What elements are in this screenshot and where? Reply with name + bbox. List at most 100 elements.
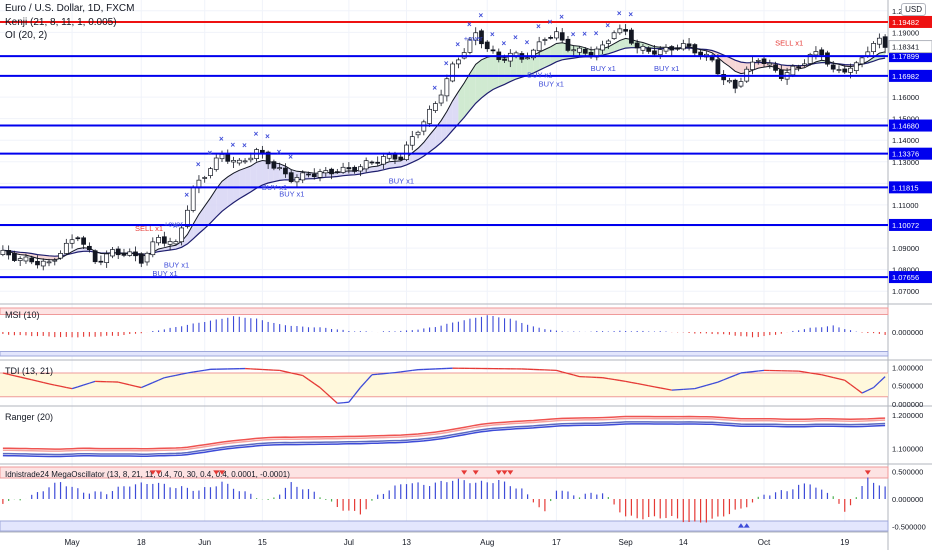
candle[interactable]: [208, 166, 213, 179]
candle[interactable]: [542, 37, 548, 46]
candle[interactable]: [456, 57, 461, 69]
fast-ma-line[interactable]: [2, 37, 886, 261]
mega-oscillator-title[interactable]: Idnistrade24 MegaOscillator (13, 8, 21, …: [5, 470, 290, 479]
candle[interactable]: [813, 46, 819, 60]
candle[interactable]: [479, 28, 484, 49]
candle[interactable]: [311, 168, 317, 180]
candle[interactable]: [110, 247, 115, 259]
candle[interactable]: [432, 101, 438, 113]
candle[interactable]: [156, 234, 161, 246]
candle[interactable]: [92, 249, 98, 265]
candle[interactable]: [363, 157, 369, 173]
candle[interactable]: [836, 65, 842, 74]
candle[interactable]: [127, 248, 133, 257]
candle[interactable]: [565, 35, 571, 53]
ranger-title[interactable]: Ranger (20): [5, 412, 53, 422]
candle[interactable]: [819, 47, 825, 61]
candle[interactable]: [219, 150, 225, 162]
candle[interactable]: [692, 43, 698, 57]
tdi-panel[interactable]: TDI (13, 21) 1.000000 0.500000 0.000000: [0, 363, 923, 409]
candle[interactable]: [121, 248, 127, 258]
candle[interactable]: [409, 130, 415, 151]
candle[interactable]: [871, 41, 876, 55]
candle[interactable]: [202, 175, 208, 183]
candle[interactable]: [167, 237, 173, 251]
candle[interactable]: [179, 225, 185, 246]
price-panel[interactable]: 1.200001.190001.170001.160001.150001.140…: [0, 7, 932, 296]
candle[interactable]: [438, 89, 444, 107]
candle[interactable]: [306, 171, 311, 178]
candle[interactable]: [536, 36, 542, 56]
candle[interactable]: [444, 74, 450, 102]
candle[interactable]: [715, 54, 721, 77]
candle[interactable]: [421, 119, 427, 136]
candle[interactable]: [242, 158, 248, 164]
candle[interactable]: [634, 39, 640, 54]
candle[interactable]: [490, 45, 496, 54]
candle[interactable]: [842, 65, 848, 75]
candle[interactable]: [317, 168, 323, 182]
candle[interactable]: [450, 61, 456, 83]
tdi-title[interactable]: TDI (13, 21): [5, 366, 53, 376]
candle[interactable]: [98, 255, 104, 266]
candle[interactable]: [271, 159, 277, 171]
candle[interactable]: [686, 38, 692, 51]
candle[interactable]: [623, 24, 629, 36]
candle[interactable]: [727, 77, 732, 84]
candle[interactable]: [329, 167, 334, 180]
candle[interactable]: [750, 56, 755, 75]
oi-study-label[interactable]: OI (20, 2): [5, 30, 48, 41]
candle[interactable]: [605, 39, 611, 50]
candle[interactable]: [415, 130, 421, 139]
candle[interactable]: [334, 168, 340, 174]
candle[interactable]: [288, 169, 294, 184]
candle[interactable]: [104, 250, 110, 268]
candle[interactable]: [675, 44, 680, 51]
msi-panel[interactable]: MSI (10) 0.000000: [0, 307, 923, 357]
candle[interactable]: [876, 33, 882, 49]
candle[interactable]: [559, 28, 565, 44]
candle[interactable]: [81, 235, 86, 249]
candle[interactable]: [29, 255, 35, 265]
candle[interactable]: [767, 59, 773, 69]
candle[interactable]: [600, 40, 605, 54]
candle[interactable]: [802, 59, 807, 67]
candle[interactable]: [115, 246, 121, 260]
candle[interactable]: [721, 70, 727, 85]
candle[interactable]: [484, 40, 490, 52]
candle[interactable]: [231, 156, 236, 169]
candle[interactable]: [404, 141, 409, 162]
candle[interactable]: [807, 52, 813, 66]
candle[interactable]: [17, 256, 23, 267]
ranger-panel[interactable]: Ranger (20) 1.200000 1.100000: [2, 411, 923, 458]
candle[interactable]: [213, 153, 219, 172]
candle[interactable]: [6, 245, 12, 260]
candle[interactable]: [882, 34, 888, 54]
candle[interactable]: [778, 65, 784, 82]
candle[interactable]: [173, 239, 179, 246]
candle[interactable]: [75, 236, 81, 242]
candle[interactable]: [663, 44, 669, 55]
candle[interactable]: [150, 237, 156, 258]
candle[interactable]: [236, 157, 242, 166]
candle[interactable]: [629, 27, 634, 46]
candle[interactable]: [467, 37, 473, 55]
currency-badge[interactable]: USD: [901, 3, 926, 16]
candle[interactable]: [161, 231, 167, 247]
candle[interactable]: [352, 165, 357, 174]
candle[interactable]: [744, 66, 750, 83]
candle[interactable]: [323, 167, 329, 177]
candle[interactable]: [277, 162, 283, 171]
candle[interactable]: [732, 78, 738, 94]
candle[interactable]: [196, 175, 202, 194]
candle[interactable]: [12, 250, 17, 262]
candle[interactable]: [398, 153, 404, 162]
candle[interactable]: [58, 250, 63, 260]
candle[interactable]: [461, 48, 467, 60]
time-axis[interactable]: May 18 Jun 15 Jul 13 Aug 17 Sep 14 Oct 19: [65, 538, 850, 547]
candle[interactable]: [611, 30, 617, 40]
candle[interactable]: [830, 60, 836, 73]
candle[interactable]: [669, 45, 675, 56]
candle[interactable]: [69, 234, 75, 249]
